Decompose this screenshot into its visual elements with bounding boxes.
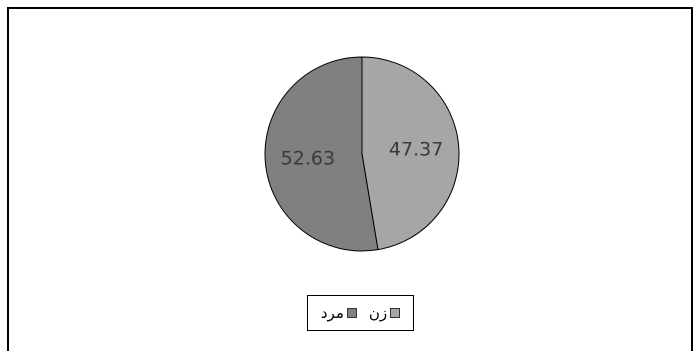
legend-swatch-male	[346, 308, 357, 318]
pie-slice-female	[361, 56, 460, 251]
legend-entry-female: زن	[368, 304, 401, 322]
data-label-male: 52.63	[281, 147, 335, 169]
legend-label-male: مرد	[320, 304, 344, 322]
legend-swatch-female	[390, 308, 401, 318]
data-label-female: 47.37	[389, 139, 443, 161]
legend: زن مرد	[307, 295, 414, 331]
legend-label-female: زن	[368, 304, 388, 322]
legend-entry-male: مرد	[321, 304, 357, 322]
pie-slice-male	[264, 56, 379, 252]
pie-chart: 47.37 52.63	[264, 56, 460, 252]
chart-frame: 47.37 52.63 زن مرد	[7, 7, 693, 351]
